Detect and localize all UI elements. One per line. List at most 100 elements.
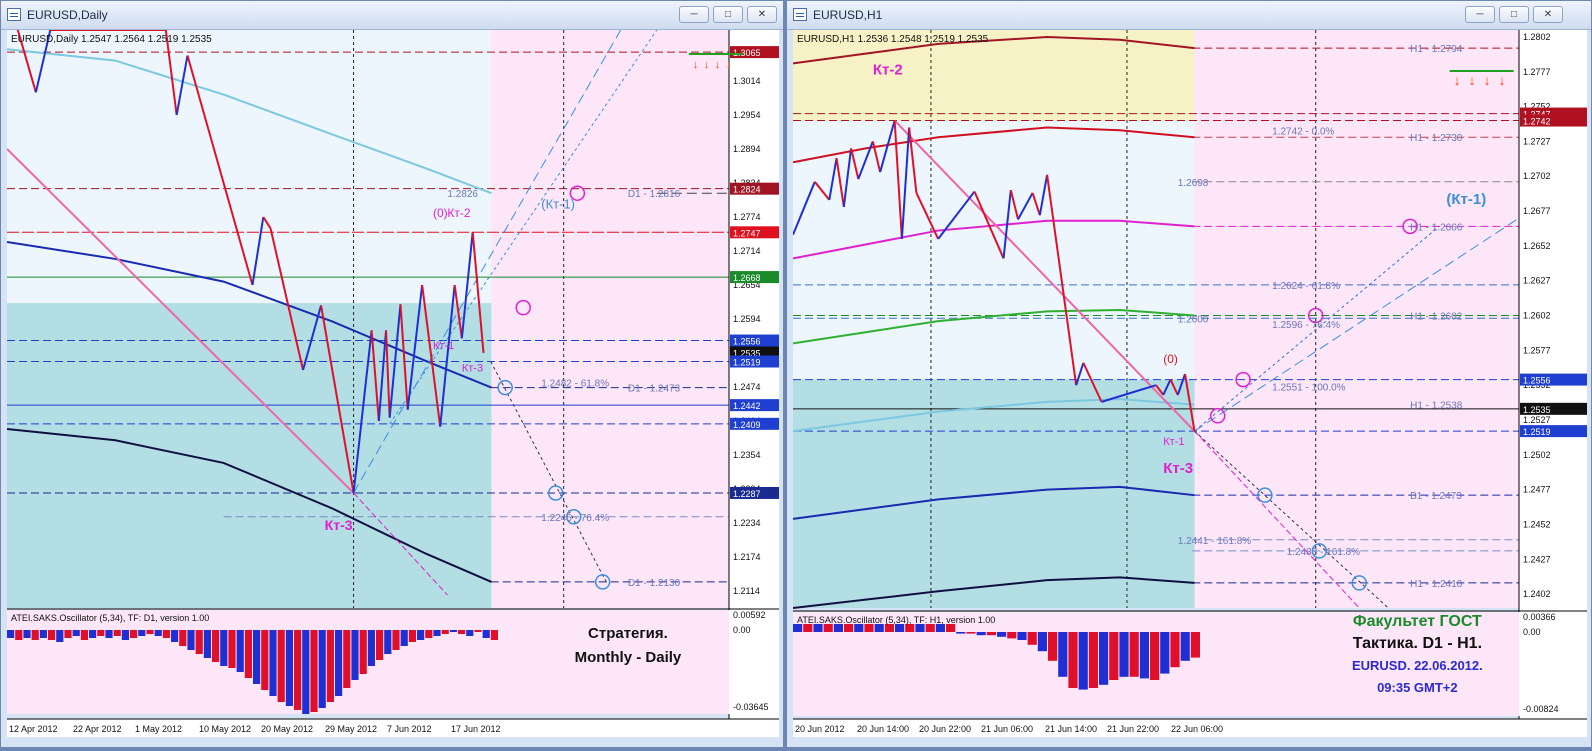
oscillator-bar [474, 630, 482, 632]
oscillator-bar [285, 630, 293, 706]
oscillator-bar [793, 624, 803, 632]
maximize-icon[interactable]: □ [713, 6, 743, 23]
oscillator-bar [56, 630, 64, 642]
price-swing [1155, 384, 1165, 396]
price-label-box [730, 355, 779, 368]
oscillator-bar [915, 624, 925, 632]
price-tick-label: 1.2802 [1523, 32, 1551, 42]
date-tick-label: 29 May 2012 [325, 724, 377, 734]
wave-annotation: Кт-3 [325, 517, 353, 533]
price-tick-label: 1.2714 [733, 246, 761, 256]
oscillator-bar [162, 630, 170, 638]
close-icon[interactable]: ✕ [1533, 6, 1563, 23]
oscillator-bar [72, 630, 80, 636]
price-swing [893, 120, 903, 239]
chart-window-eurusd-h1[interactable]: EURUSD,H1 ─ □ ✕ EURUSD,H1 1.2536 1.2548 … [786, 0, 1592, 748]
chart-window-eurusd-daily[interactable]: EURUSD,Daily ─ □ ✕ EURUSD,Daily 1.2547 1… [0, 0, 784, 748]
moving-average-line [7, 240, 492, 389]
price-chart-h1[interactable]: EURUSD,H1 1.2536 1.2548 1.2519 1.2535 1.2… [793, 30, 1587, 737]
price-swing [879, 120, 896, 173]
price-swing [302, 305, 323, 371]
title-bar[interactable]: EURUSD,Daily ─ □ ✕ [1, 1, 783, 30]
price-label: 1.2556 [733, 337, 761, 347]
oscillator-bar [1119, 632, 1129, 677]
moving-average-line [793, 308, 1195, 345]
price-swing [186, 55, 254, 286]
title-bar[interactable]: EURUSD,H1 ─ □ ✕ [787, 1, 1591, 30]
oscillator-bar [138, 630, 146, 636]
target-marker [566, 509, 582, 525]
level-label: 1.2698 [1178, 178, 1209, 189]
sell-arrow-icon: ↓ [1499, 72, 1506, 88]
oscillator-bar [392, 630, 400, 650]
oscillator-bar [905, 624, 915, 632]
oscillator-axis-label: 0.00366 [1523, 612, 1556, 622]
wave-annotation: (Кт-1) [541, 197, 575, 212]
oscillator-bar [458, 630, 466, 634]
price-swing [377, 330, 388, 422]
target-marker [1307, 307, 1324, 324]
level-label: 1.2596 - 76.4% [1272, 320, 1340, 331]
target-marker [1311, 543, 1328, 559]
price-tick-label: 1.2234 [733, 518, 761, 528]
minimize-icon[interactable]: ─ [1465, 6, 1495, 23]
oscillator-title: ATEI.SAKS.Oscillator (5,34), TF: H1, ver… [797, 615, 995, 625]
close-icon[interactable]: ✕ [747, 6, 777, 23]
oscillator-bar [976, 632, 986, 636]
price-swing [1038, 174, 1049, 216]
caption-text: Факультет ГОСТ [1353, 613, 1482, 630]
target-marker [594, 574, 611, 590]
oscillator-bar [490, 630, 498, 640]
trend-line [1194, 430, 1360, 609]
price-swing [1162, 379, 1172, 396]
oscillator-bar [7, 630, 15, 638]
price-swing [871, 141, 882, 173]
price-swing [453, 284, 463, 339]
oscillator-bar [261, 630, 269, 690]
level-label: D1 - 1.2816 [628, 189, 681, 200]
oscillator-bar [1048, 632, 1058, 661]
level-label: 1.2600 [1178, 314, 1209, 325]
level-label: H1 - 1.2602 [1410, 312, 1463, 323]
oscillator-axis-label: -0.00824 [1523, 704, 1559, 714]
oscillator-bar [884, 624, 894, 632]
target-marker [1257, 487, 1273, 503]
level-label: 1.2441 - 161.8% [1178, 536, 1251, 547]
chart-window-icon [7, 8, 21, 21]
oscillator-bar [1068, 632, 1078, 688]
price-label-box [730, 399, 779, 412]
price-label: 1.2519 [733, 358, 761, 368]
oscillator-bar [318, 630, 326, 708]
price-tick-label: 1.3014 [733, 76, 761, 86]
oscillator-axis-label: -0.03645 [733, 702, 769, 712]
oscillator-bar [1017, 632, 1027, 640]
oscillator-bar [823, 624, 833, 632]
price-swing [813, 181, 831, 201]
caption-text: EURUSD. 22.06.2012. [1352, 658, 1483, 673]
wave-annotation: Кт-1 [433, 340, 454, 352]
price-label: 1.2747 [733, 228, 761, 238]
price-swing [1169, 379, 1179, 396]
price-swing [1046, 174, 1078, 386]
oscillator-title: ATEI.SAKS.Oscillator (5,34), TF: D1, ver… [11, 613, 209, 623]
minimize-icon[interactable]: ─ [679, 6, 709, 23]
price-swing [370, 330, 380, 422]
maximize-icon[interactable]: □ [1499, 6, 1529, 23]
price-chart-daily[interactable]: EURUSD,Daily 1.2547 1.2564 1.2519 1.2535… [7, 30, 779, 737]
moving-average-line [793, 126, 1195, 164]
date-tick-label: 22 Apr 2012 [73, 724, 122, 734]
price-label-box [730, 182, 779, 195]
oscillator-bar [425, 630, 433, 638]
price-label: 1.3065 [733, 48, 761, 58]
oscillator-bar [854, 624, 864, 632]
oscillator-bar [803, 624, 813, 632]
oscillator-bar [986, 632, 996, 636]
target-marker [1402, 218, 1418, 235]
level-label: 1.2826 [447, 189, 478, 200]
target-marker [1351, 575, 1368, 591]
oscillator-bar [187, 630, 195, 650]
oscillator-axis-label: 0.00592 [733, 610, 766, 620]
oscillator-bar [376, 630, 384, 660]
date-tick-label: 20 May 2012 [261, 724, 313, 734]
price-tick-label: 1.2602 [1523, 311, 1551, 321]
